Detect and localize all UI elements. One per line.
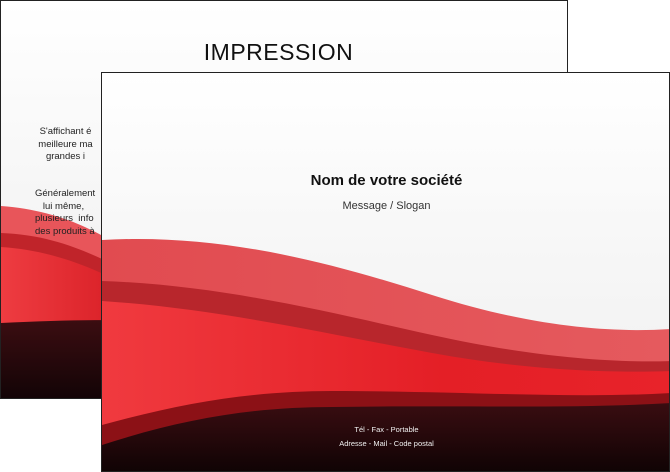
contact-line-phone: Tél - Fax - Portable	[354, 425, 419, 434]
contact-line-address: Adresse - Mail - Code postal	[339, 439, 434, 448]
back-wave-graphic	[1, 206, 131, 398]
slogan: Message / Slogan	[342, 200, 431, 212]
front-sheet: Nom de votre société Message / Slogan Té…	[101, 72, 670, 472]
back-paragraph-1: S'affichant é meilleure ma grandes i	[38, 126, 93, 162]
back-paragraph-2: Généralement lui même, plusieurs info de…	[35, 188, 96, 237]
company-name: Nom de votre société	[310, 172, 463, 189]
back-heading: IMPRESSION	[203, 39, 354, 65]
front-wave-graphic	[102, 238, 669, 471]
